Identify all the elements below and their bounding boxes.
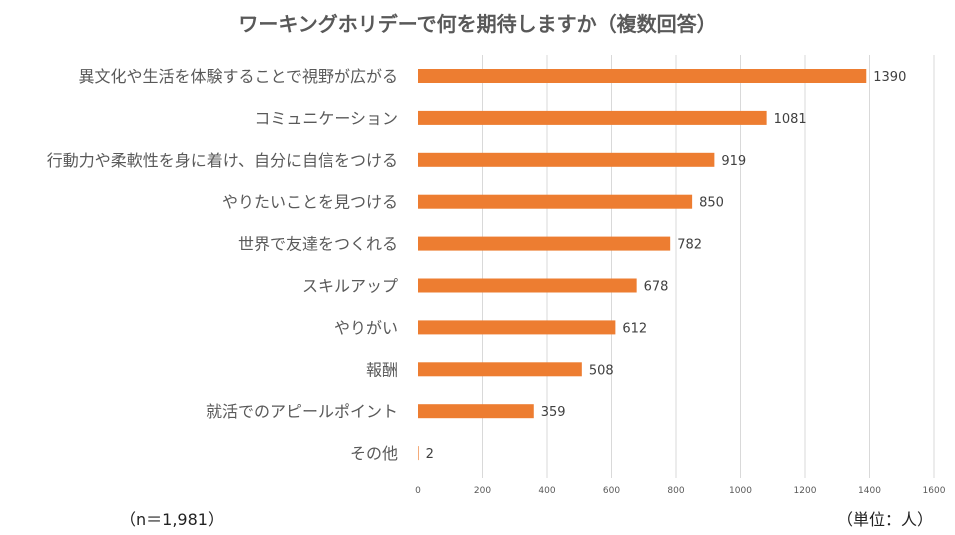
- bar: [418, 69, 867, 83]
- x-tick-label: 0: [415, 486, 421, 496]
- x-tick-label: 1600: [923, 486, 946, 496]
- category-label: コミュニケーション: [254, 109, 398, 128]
- value-label: 782: [677, 238, 702, 253]
- chart-title: ワーキングホリデーで何を期待しますか（複数回答）: [238, 12, 717, 36]
- category-label: やりがい: [334, 318, 398, 337]
- unit-note: （単位：人）: [836, 510, 933, 529]
- value-label: 508: [589, 363, 614, 378]
- value-label: 678: [644, 280, 669, 295]
- value-label: 1081: [774, 112, 807, 127]
- category-label: その他: [350, 444, 398, 463]
- bar: [418, 320, 616, 335]
- sample-size-note: （n＝1,981）: [120, 510, 224, 529]
- bars: [418, 69, 867, 461]
- category-label: 行動力や柔軟性を身に着け、自分に自信をつける: [47, 151, 398, 170]
- x-tick-label: 1000: [729, 486, 752, 496]
- bar: [418, 362, 582, 377]
- value-label: 2: [426, 447, 434, 462]
- category-label: 異文化や生活を体験することで視野が広がる: [78, 67, 398, 86]
- value-label: 919: [721, 154, 746, 169]
- x-tick-label: 200: [474, 486, 491, 496]
- value-label: 850: [699, 196, 724, 211]
- category-label: 世界で友達をつくれる: [238, 235, 398, 254]
- category-labels: 異文化や生活を体験することで視野が広がるコミュニケーション行動力や柔軟性を身に着…: [47, 67, 398, 463]
- value-label: 359: [541, 405, 566, 420]
- value-label: 612: [622, 321, 647, 336]
- bar: [418, 152, 715, 167]
- category-label: やりたいことを見つける: [222, 193, 398, 212]
- category-label: スキルアップ: [302, 277, 398, 296]
- x-tick-label: 1400: [858, 486, 881, 496]
- bar: [418, 278, 637, 293]
- x-tick-label: 600: [603, 486, 620, 496]
- x-tick-label: 400: [538, 486, 555, 496]
- bar: [418, 194, 693, 209]
- x-axis-ticks: 0 200 400 600 800 1000 1200 1400 1600: [415, 486, 946, 496]
- bar: [418, 446, 419, 461]
- value-labels: 1390 1081 919 850 782 678 612 508 359 2: [426, 70, 907, 462]
- category-label: 就活でのアピールポイント: [206, 402, 398, 421]
- bar: [418, 110, 767, 125]
- category-label: 報酬: [366, 360, 398, 379]
- grid-lines: [482, 55, 935, 478]
- x-tick-label: 1200: [794, 486, 817, 496]
- bar: [418, 404, 534, 419]
- value-label: 1390: [873, 70, 906, 85]
- x-tick-label: 800: [667, 486, 684, 496]
- bar: [418, 236, 671, 251]
